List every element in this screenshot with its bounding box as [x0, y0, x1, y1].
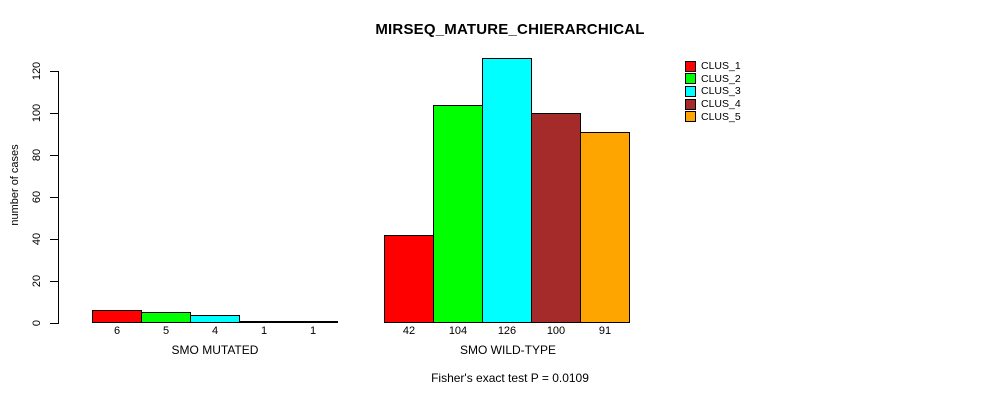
legend-swatch: [685, 98, 696, 110]
bar-value-label: 4: [211, 325, 219, 337]
bar-clus_1: [384, 235, 434, 323]
legend-label: CLUS_5: [701, 110, 741, 123]
legend-label: CLUS_4: [701, 98, 741, 111]
y-tick-label: 60: [31, 190, 43, 204]
bar-clus_4: [531, 113, 581, 323]
y-tick-label: 0: [31, 319, 43, 327]
legend-swatch: [685, 73, 696, 85]
legend: CLUS_1 CLUS_2 CLUS_3 CLUS_4 CLUS_5: [685, 60, 741, 123]
y-tick: [50, 112, 58, 114]
y-tick: [50, 196, 58, 198]
y-tick-label: 100: [31, 103, 43, 123]
y-tick: [50, 70, 58, 72]
legend-item: CLUS_4: [685, 98, 741, 111]
bar-value-label: 126: [497, 325, 517, 337]
legend-label: CLUS_1: [701, 60, 741, 73]
legend-swatch: [685, 60, 696, 72]
legend-item: CLUS_5: [685, 110, 741, 123]
fisher-test-annotation: Fisher's exact test P = 0.0109: [431, 371, 589, 385]
legend-label: CLUS_3: [701, 85, 741, 98]
bar-value-label: 1: [260, 325, 268, 337]
bar-clus_4: [239, 321, 289, 323]
legend-item: CLUS_3: [685, 85, 741, 98]
bar-value-label: 1: [309, 325, 317, 337]
bar-value-label: 5: [162, 325, 170, 337]
bar-clus_5: [580, 132, 630, 323]
bar-clus_3: [482, 58, 532, 323]
bar-value-label: 42: [402, 325, 416, 337]
bar-value-label: 104: [448, 325, 468, 337]
legend-swatch: [685, 85, 696, 97]
bar-value-label: 100: [546, 325, 566, 337]
bar-clus_3: [190, 315, 240, 323]
legend-item: CLUS_2: [685, 73, 741, 86]
bar-value-label: 6: [113, 325, 121, 337]
bar-clus_1: [92, 310, 142, 323]
y-tick-label: 40: [31, 232, 43, 246]
legend-item: CLUS_1: [685, 60, 741, 73]
y-tick: [50, 238, 58, 240]
category-label-smo-mutated: SMO MUTATED: [171, 343, 259, 357]
y-axis-label: number of cases: [9, 144, 21, 226]
y-tick: [50, 280, 58, 282]
y-tick: [50, 154, 58, 156]
bar-clus_2: [433, 105, 483, 323]
bar-value-label: 91: [598, 325, 612, 337]
y-axis-line: [58, 71, 59, 324]
bar-clus_5: [288, 321, 338, 323]
legend-swatch: [685, 111, 696, 123]
y-tick-label: 120: [31, 61, 43, 81]
legend-label: CLUS_2: [701, 72, 741, 85]
category-label-smo-wild-type: SMO WILD-TYPE: [459, 343, 556, 357]
chart-title: MIRSEQ_MATURE_CHIERARCHICAL: [375, 21, 645, 38]
y-tick: [50, 322, 58, 324]
y-tick-label: 20: [31, 274, 43, 288]
bar-clus_2: [141, 312, 191, 323]
y-tick-label: 80: [31, 148, 43, 162]
